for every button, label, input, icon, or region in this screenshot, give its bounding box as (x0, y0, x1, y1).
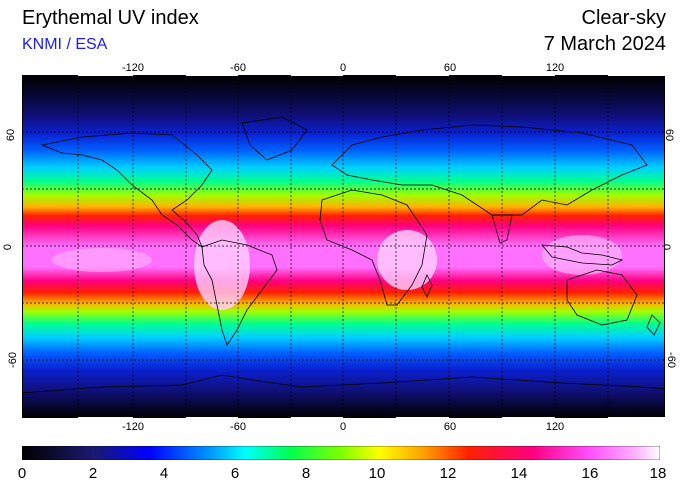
lon-tick-label: 60 (443, 62, 457, 74)
uv-max-south-america (194, 220, 250, 310)
source-label: KNMI / ESA (22, 36, 108, 53)
colorbar-label: 0 (17, 465, 27, 482)
colorbar-label: 16 (581, 465, 599, 482)
lon-tick-label: 120 (545, 421, 565, 433)
colorbar-label: 12 (439, 465, 457, 482)
lon-tick-label: -60 (230, 62, 246, 74)
date-label: 7 March 2024 (543, 33, 666, 55)
colorbar-label: 18 (649, 465, 667, 482)
lon-tick-label: 0 (339, 62, 347, 74)
lat-tick-label: 60 (5, 128, 18, 142)
colorbar-label: 6 (230, 465, 240, 482)
lon-tick-label: 120 (545, 62, 565, 74)
colorbar-label: 4 (159, 465, 169, 482)
uv-colorbar (22, 446, 660, 460)
lon-tick-label: -120 (121, 62, 145, 74)
coastlines (22, 116, 665, 394)
uv-index-map (22, 75, 665, 418)
colorbar-label: 14 (510, 465, 528, 482)
lon-tick-label: 0 (339, 421, 347, 433)
sky-condition-label: Clear-sky (581, 7, 666, 29)
map-title: Erythemal UV index (22, 7, 199, 29)
colorbar-label: 2 (88, 465, 98, 482)
lat-tick-label: -60 (664, 352, 677, 368)
lat-tick-label: -60 (6, 352, 19, 368)
map-frame (22, 75, 665, 418)
lat-tick-label: 0 (2, 243, 15, 251)
lon-tick-label: -120 (121, 421, 145, 433)
graticule (22, 75, 665, 418)
uv-max-africa (377, 230, 437, 290)
colorbar-label: 10 (368, 465, 386, 482)
lon-tick-label: 60 (443, 421, 457, 433)
uv-max-indonesia (542, 235, 622, 275)
lon-tick-label: -60 (230, 421, 246, 433)
colorbar-label: 8 (301, 465, 311, 482)
uv-max-pacific (52, 248, 152, 272)
